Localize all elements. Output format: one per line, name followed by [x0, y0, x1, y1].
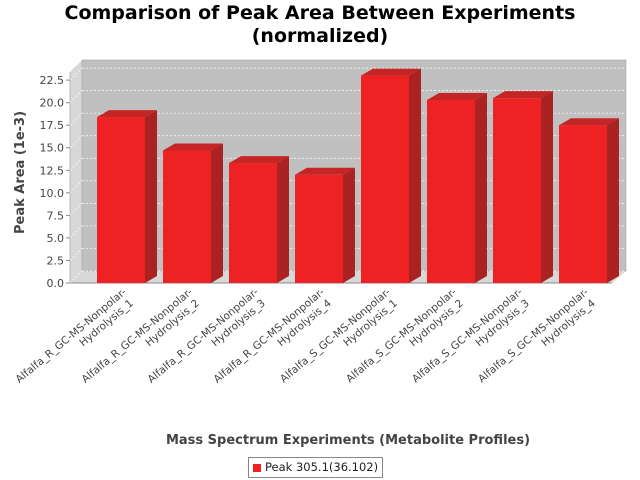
category-label-1: Alfalfa_R_GC-MS-Nonpolar-Hydrolysis_1	[13, 286, 137, 396]
gridline-diag-8	[69, 90, 83, 103]
legend-swatch	[253, 463, 261, 472]
y-tick-label-4: 10.0	[40, 187, 65, 200]
gridline-diag-5	[69, 158, 83, 171]
bar-7	[493, 98, 541, 284]
category-label-4: Alfalfa_R_GC-MS-Nonpolar-Hydrolysis_4	[211, 286, 335, 396]
bar-side-2	[211, 143, 223, 283]
bar-top-7	[493, 91, 553, 99]
y-axis-title: Peak Area (1e-3)	[13, 111, 28, 234]
gridline-diag-1	[69, 248, 83, 261]
gridline-diag-4	[69, 180, 83, 194]
y-tick-label-8: 20.0	[40, 97, 65, 110]
bar-side-6	[475, 92, 487, 283]
category-label-3: Alfalfa_R_GC-MS-Nonpolar-Hydrolysis_3	[145, 286, 269, 396]
bar-5	[361, 75, 409, 283]
legend: Peak 305.1(36.102)	[248, 457, 384, 478]
category-label-7: Alfalfa_S_GC-MS-Nonpolar-Hydrolysis_3	[410, 286, 533, 395]
bar-side-8	[607, 118, 619, 283]
bar-top-3	[229, 156, 289, 164]
gridline-diag-3	[69, 203, 83, 216]
x-axis-title: Mass Spectrum Experiments (Metabolite Pr…	[166, 433, 530, 448]
category-label-5: Alfalfa_S_GC-MS-Nonpolar-Hydrolysis_1	[278, 286, 401, 395]
y-tick-label-1: 2.5	[47, 254, 65, 267]
bar-top-1	[97, 110, 157, 118]
chart-title: Comparison of Peak Area Between Experime…	[0, 2, 640, 48]
category-label-6: Alfalfa_S_GC-MS-Nonpolar-Hydrolysis_2	[344, 286, 467, 395]
bar-top-4	[295, 167, 355, 175]
bar-top-8	[559, 118, 619, 126]
bar-4	[295, 174, 343, 283]
y-tick-label-5: 12.5	[40, 164, 65, 177]
category-label-2: Alfalfa_R_GC-MS-Nonpolar-Hydrolysis_2	[79, 286, 203, 396]
gridline-diag-7	[69, 112, 83, 126]
left-wall	[70, 60, 82, 283]
bar-top-2	[163, 143, 223, 151]
bar-2	[163, 150, 211, 283]
bar-8	[559, 125, 607, 283]
gridline-diag-2	[69, 225, 83, 239]
y-tick-label-2: 5.0	[47, 232, 65, 245]
chart-subtitle: (normalized)	[251, 25, 389, 47]
legend-label: Peak 305.1(36.102)	[265, 460, 379, 474]
gridline-diag-9	[69, 67, 83, 81]
y-tick-label-3: 7.5	[47, 209, 65, 222]
bar-side-7	[541, 91, 553, 284]
y-tick-label-7: 17.5	[40, 119, 65, 132]
bar-side-3	[277, 156, 289, 283]
bar-1	[97, 117, 145, 283]
bar-6	[427, 99, 475, 283]
bar-side-4	[343, 167, 355, 283]
y-tick-label-9: 22.5	[40, 74, 65, 87]
bar-side-1	[145, 110, 157, 283]
gridline-diag-0	[69, 270, 83, 284]
bar-side-5	[409, 68, 421, 283]
bar-top-6	[427, 92, 487, 100]
y-tick-label-6: 15.0	[40, 142, 65, 155]
category-label-8: Alfalfa_S_GC-MS-Nonpolar-Hydrolysis_4	[476, 286, 599, 395]
bar-3	[229, 163, 277, 283]
bar-top-5	[361, 68, 421, 76]
gridline-diag-6	[69, 135, 83, 148]
chart-title-line-1: Comparison of Peak Area Between Experime…	[64, 2, 576, 24]
y-tick-label-0: 0.0	[47, 277, 65, 290]
